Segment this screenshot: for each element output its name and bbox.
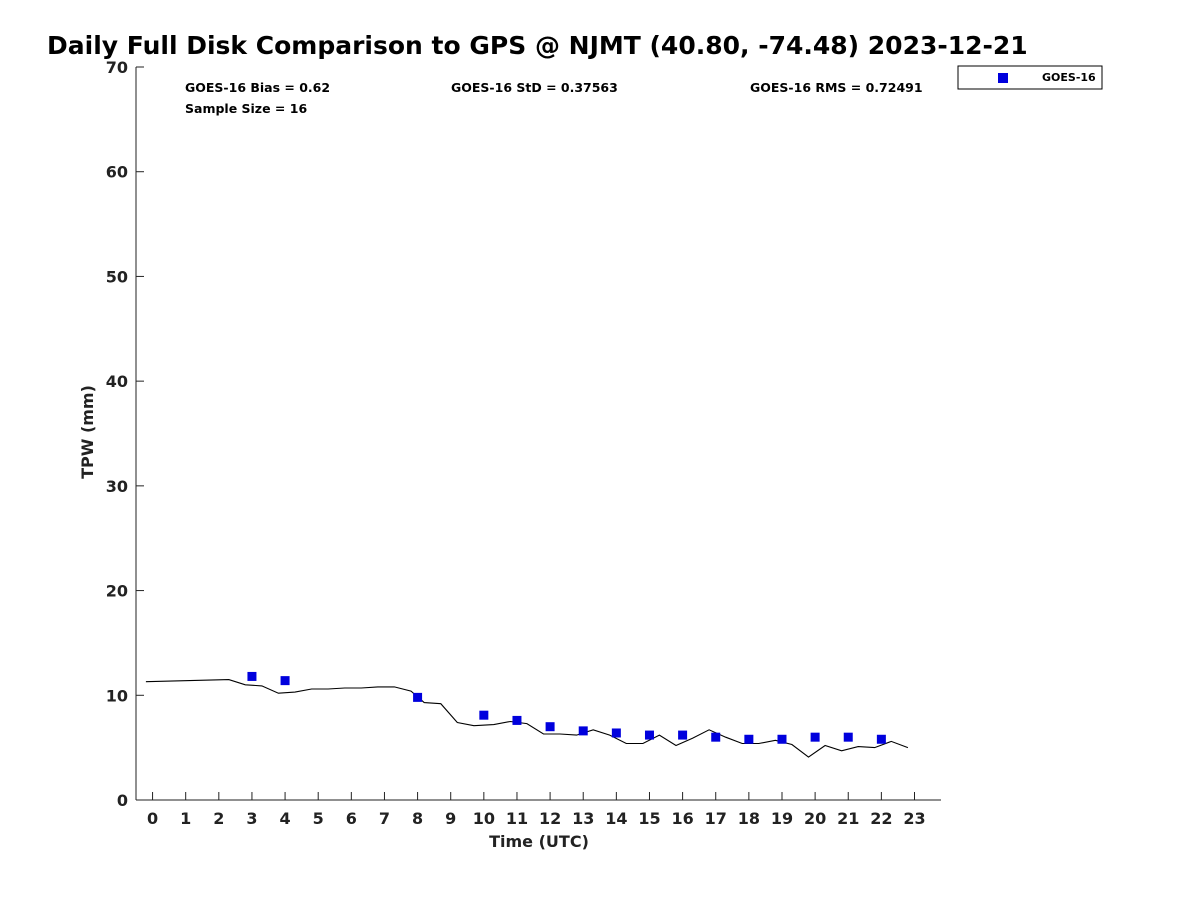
goes16-point [711,732,721,742]
goes16-point [843,732,853,742]
y-tick-label: 50 [106,267,128,286]
x-tick-label: 16 [671,809,693,828]
x-tick-label: 14 [605,809,627,828]
y-tick-label: 30 [106,477,128,496]
y-tick-label: 70 [106,58,128,77]
x-tick-label: 13 [572,809,594,828]
sample-size-stat: Sample Size = 16 [185,101,307,116]
x-tick-label: 9 [445,809,456,828]
legend-marker-goes16 [998,73,1008,83]
goes16-point [777,734,787,744]
x-tick-label: 7 [379,809,390,828]
goes16-point [810,732,820,742]
goes16-point [280,676,290,686]
chart-title: Daily Full Disk Comparison to GPS @ NJMT… [47,31,1028,60]
std-stat: GOES-16 StD = 0.37563 [451,80,618,95]
goes16-point [876,734,886,744]
x-tick-label: 11 [506,809,528,828]
legend-label-goes16: GOES-16 [1042,71,1096,84]
x-axis-label: Time (UTC) [489,832,589,851]
goes16-series [247,671,886,744]
y-tick-label: 60 [106,163,128,182]
x-tick-label: 5 [313,809,324,828]
x-tick-label: 2 [213,809,224,828]
x-tick-label: 8 [412,809,423,828]
y-tick-label: 0 [117,791,128,810]
x-tick-label: 0 [147,809,158,828]
rms-stat: GOES-16 RMS = 0.72491 [750,80,923,95]
goes16-point [578,726,588,736]
x-tick-label: 19 [771,809,793,828]
legend-box [957,65,1103,90]
x-tick-label: 3 [246,809,257,828]
x-tick-label: 23 [903,809,925,828]
x-tick-label: 6 [346,809,357,828]
y-tick-label: 40 [106,372,128,391]
y-axis-label: TPW (mm) [78,385,97,479]
x-tick-label: 21 [837,809,859,828]
x-tick-label: 18 [738,809,760,828]
x-tick-label: 20 [804,809,826,828]
goes16-point [678,730,688,740]
legend: GOES-16 [957,65,1103,90]
x-tick-label: 1 [180,809,191,828]
x-tick-label: 10 [473,809,495,828]
goes16-point [512,715,522,725]
y-tick-label: 20 [106,582,128,601]
goes16-point [413,692,423,702]
goes16-point [479,710,489,720]
bias-stat: GOES-16 Bias = 0.62 [185,80,330,95]
x-tick-label: 12 [539,809,561,828]
goes16-point [545,722,555,732]
x-tick-label: 17 [705,809,727,828]
x-tick-label: 4 [280,809,291,828]
goes16-point [744,734,754,744]
x-tick-label: 22 [870,809,892,828]
goes16-point [247,671,257,681]
gps-line-series [145,679,909,758]
axes [135,67,941,801]
y-tick-label: 10 [106,686,128,705]
x-tick-label: 15 [638,809,660,828]
y-axis-ticks: 0 10 20 30 40 50 60 70 [106,58,144,810]
goes16-point [611,728,621,738]
x-axis-ticks: 0 1 2 3 4 5 6 7 8 9 10 11 12 13 14 15 16 17 18 19 20 21 22 23 [147,792,926,828]
gps-line [145,679,909,758]
goes16-point [644,730,654,740]
